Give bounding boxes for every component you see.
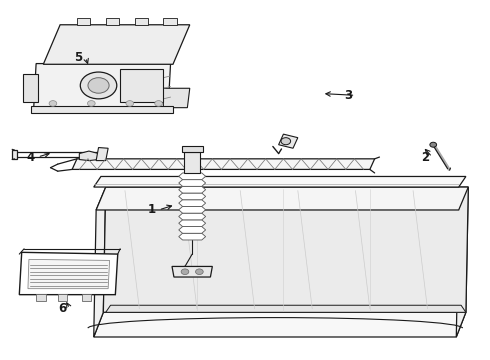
Polygon shape xyxy=(179,193,206,200)
Polygon shape xyxy=(179,207,206,213)
Polygon shape xyxy=(179,173,206,180)
Polygon shape xyxy=(163,88,190,108)
Polygon shape xyxy=(94,312,466,337)
Circle shape xyxy=(430,142,437,147)
Polygon shape xyxy=(135,18,148,26)
Polygon shape xyxy=(172,266,212,277)
Text: 4: 4 xyxy=(26,150,34,163)
Text: 2: 2 xyxy=(421,150,429,163)
Bar xyxy=(82,294,91,301)
Polygon shape xyxy=(15,152,101,157)
Bar xyxy=(185,152,200,173)
Circle shape xyxy=(126,100,134,106)
Polygon shape xyxy=(72,159,375,170)
Polygon shape xyxy=(31,106,173,113)
Text: 6: 6 xyxy=(58,302,67,315)
Polygon shape xyxy=(179,200,206,207)
Polygon shape xyxy=(179,226,206,233)
Polygon shape xyxy=(19,252,118,294)
Polygon shape xyxy=(179,233,206,240)
Circle shape xyxy=(88,78,109,93)
Text: 3: 3 xyxy=(344,89,352,102)
Polygon shape xyxy=(96,187,468,210)
Bar xyxy=(182,146,203,153)
Polygon shape xyxy=(279,134,298,148)
Circle shape xyxy=(88,100,95,106)
Text: 5: 5 xyxy=(74,51,82,64)
Text: 1: 1 xyxy=(147,203,155,216)
Polygon shape xyxy=(34,64,171,108)
Circle shape xyxy=(281,138,291,145)
Polygon shape xyxy=(77,18,90,26)
Polygon shape xyxy=(79,151,98,161)
Polygon shape xyxy=(23,74,38,102)
Polygon shape xyxy=(103,187,468,312)
Polygon shape xyxy=(163,18,177,26)
Polygon shape xyxy=(179,180,206,186)
Circle shape xyxy=(80,72,117,99)
Polygon shape xyxy=(106,18,119,26)
Circle shape xyxy=(181,269,189,275)
Polygon shape xyxy=(28,259,110,289)
Bar xyxy=(58,294,67,301)
Polygon shape xyxy=(179,220,206,226)
Polygon shape xyxy=(12,150,17,159)
Polygon shape xyxy=(179,213,206,220)
Circle shape xyxy=(49,100,57,106)
Bar xyxy=(36,294,46,301)
Polygon shape xyxy=(106,305,466,312)
Polygon shape xyxy=(43,25,190,64)
Circle shape xyxy=(155,100,162,106)
Polygon shape xyxy=(456,187,468,337)
Polygon shape xyxy=(96,148,108,161)
Polygon shape xyxy=(94,187,106,337)
Polygon shape xyxy=(94,176,466,187)
Bar xyxy=(120,69,163,102)
Polygon shape xyxy=(179,186,206,193)
Circle shape xyxy=(196,269,203,275)
